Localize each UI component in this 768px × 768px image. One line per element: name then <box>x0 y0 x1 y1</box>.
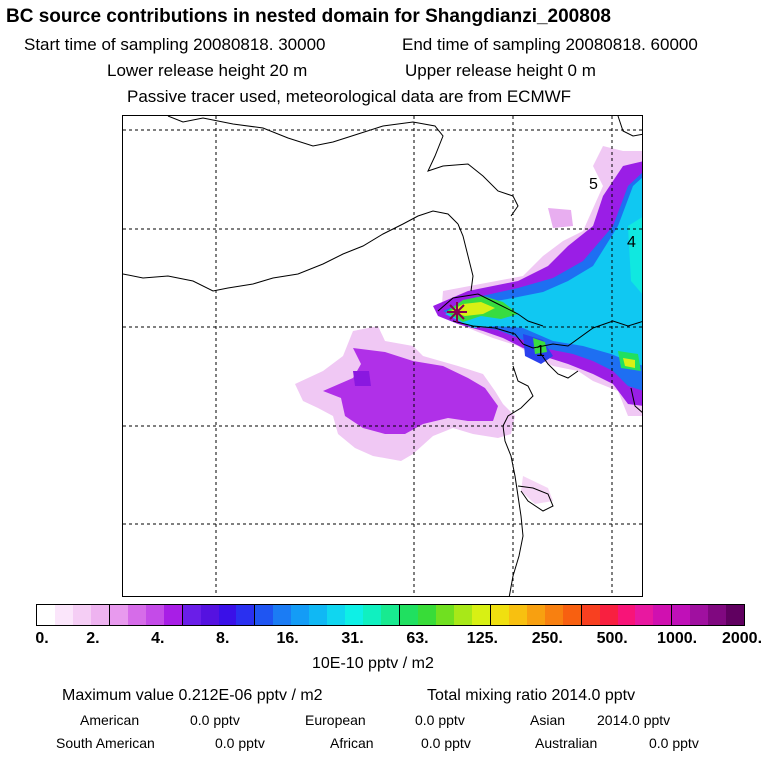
colorbar-tick-label: 0. <box>35 630 49 647</box>
region-label-african: African <box>330 735 374 751</box>
colorbar-cell <box>635 605 654 625</box>
colorbar-cell <box>127 605 146 625</box>
colorbar-tick-label: 500. <box>596 630 628 647</box>
region-value-african: 0.0 pptv <box>421 735 471 751</box>
map-panel: 5 4 1 <box>122 115 643 597</box>
total-mixing-ratio: Total mixing ratio 2014.0 pptv <box>427 687 636 704</box>
region-label-south-american: South American <box>56 735 155 751</box>
colorbar-cell <box>90 605 109 625</box>
colorbar-tick-label: 63. <box>406 630 429 647</box>
colorbar-cell <box>54 605 73 625</box>
region-label-american: American <box>80 712 140 728</box>
colorbar-cell <box>453 605 472 625</box>
region-value-asian: 2014.0 pptv <box>597 712 671 728</box>
colorbar-tick-label: 2000. <box>721 630 763 647</box>
end-time-label: End time of sampling 20080818. 60000 <box>402 35 698 54</box>
map-canvas: 5 4 1 <box>123 116 642 596</box>
colorbar-cell <box>671 605 691 625</box>
maximum-value: Maximum value 0.212E-06 pptv / m2 <box>62 687 323 704</box>
colorbar-tick-label: 4. <box>151 630 165 647</box>
contour-label-1: 1 <box>536 343 545 360</box>
colorbar-tick-label: 125. <box>466 630 498 647</box>
colorbar-cell <box>163 605 182 625</box>
colorbar-cell <box>72 605 91 625</box>
colorbar-cell <box>200 605 219 625</box>
colorbar-tick-label: 250. <box>531 630 563 647</box>
region-value-australian: 0.0 pptv <box>649 735 699 751</box>
colorbar-cell <box>218 605 237 625</box>
colorbar-cell <box>435 605 454 625</box>
region-value-south-american: 0.0 pptv <box>215 735 265 751</box>
colorbar-tick-label: 31. <box>341 630 364 647</box>
region-value-american: 0.0 pptv <box>190 712 240 728</box>
colorbar-cell <box>526 605 545 625</box>
lower-release-label: Lower release height 20 m <box>107 61 308 80</box>
station-star-icon <box>447 302 467 322</box>
colorbar-tick-label: 1000. <box>657 630 698 647</box>
coastlines <box>123 116 642 596</box>
colorbar-cell <box>37 605 55 625</box>
colorbar-cell <box>544 605 563 625</box>
colorbar <box>36 604 745 626</box>
colorbar-cell <box>580 605 600 625</box>
colorbar-cell <box>254 605 274 625</box>
colorbar-cell <box>508 605 527 625</box>
colorbar-cell <box>617 605 636 625</box>
colorbar-cell <box>489 605 509 625</box>
tracer-note: Passive tracer used, meteorological data… <box>127 87 572 106</box>
start-time-label: Start time of sampling 20080818. 30000 <box>24 35 326 54</box>
colorbar-cell <box>381 605 400 625</box>
colorbar-tick-label: 8. <box>216 630 230 647</box>
colorbar-cell <box>309 605 328 625</box>
colorbar-units: 10E-10 pptv / m2 <box>312 655 434 672</box>
colorbar-cell <box>708 605 727 625</box>
upper-release-label: Upper release height 0 m <box>405 61 596 80</box>
colorbar-cell <box>418 605 436 625</box>
region-value-european: 0.0 pptv <box>415 712 465 728</box>
colorbar-cell <box>726 605 745 625</box>
colorbar-cell <box>599 605 618 625</box>
graticule <box>123 116 642 596</box>
colorbar-cell <box>562 605 581 625</box>
colorbar-tick-label: 2. <box>86 630 100 647</box>
colorbar-cell <box>108 605 128 625</box>
colorbar-cell <box>653 605 672 625</box>
colorbar-cell <box>291 605 310 625</box>
colorbar-cell <box>399 605 419 625</box>
colorbar-cell <box>236 605 255 625</box>
region-label-european: European <box>305 712 366 728</box>
colorbar-cell <box>471 605 490 625</box>
colorbar-cell <box>363 605 382 625</box>
contour-label-4: 4 <box>627 234 636 251</box>
colorbar-cell <box>273 605 292 625</box>
colorbar-cell <box>345 605 364 625</box>
colorbar-cell <box>327 605 346 625</box>
plume-cyan <box>445 177 642 366</box>
contour-label-5: 5 <box>589 176 598 193</box>
plot-title: BC source contributions in nested domain… <box>6 6 611 27</box>
colorbar-cell <box>145 605 164 625</box>
colorbar-cell <box>181 605 201 625</box>
colorbar-cell <box>690 605 709 625</box>
region-label-australian: Australian <box>535 735 598 751</box>
colorbar-tick-label: 16. <box>276 630 299 647</box>
region-label-asian: Asian <box>530 712 566 728</box>
